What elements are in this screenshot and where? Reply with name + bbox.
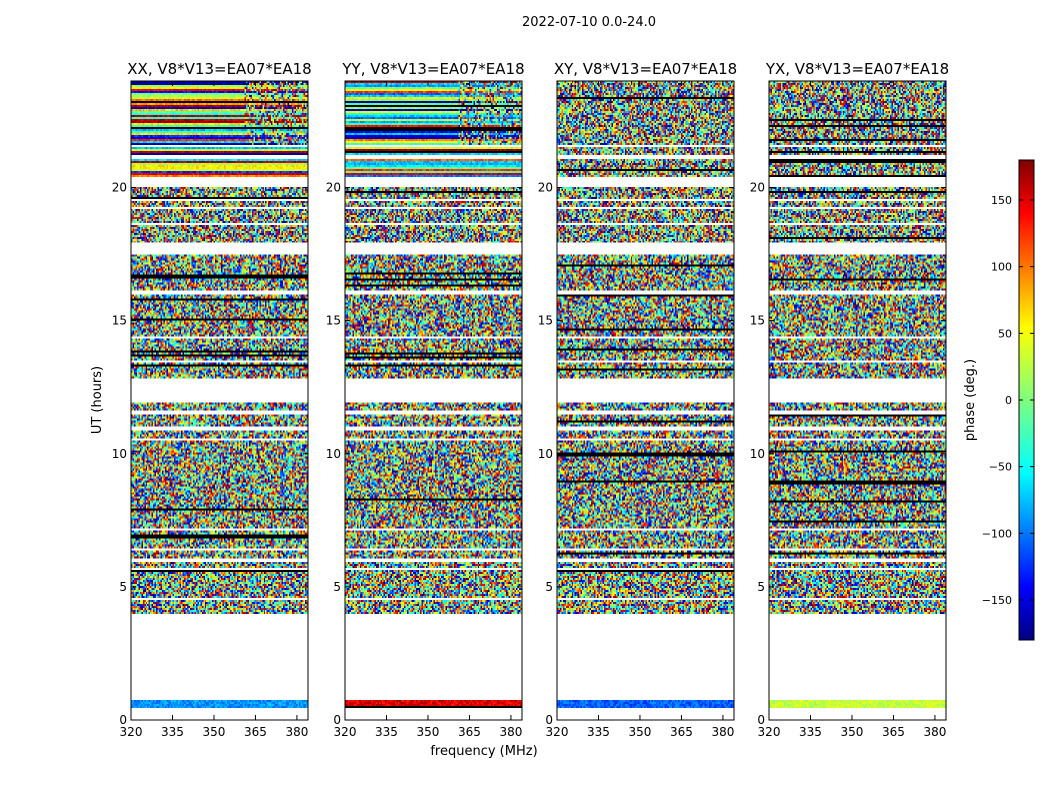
colorbar-tick-label: 150 [991, 194, 1012, 207]
panel-title-0: XX, V8*V13=EA07*EA18 [127, 60, 311, 78]
y-tick-label: 10 [750, 447, 765, 461]
x-tick-label: 335 [161, 725, 184, 739]
heatmap-image-1 [345, 81, 522, 720]
heatmap-image-3 [769, 81, 946, 720]
y-tick-label: 10 [112, 447, 127, 461]
x-tick-label: 380 [499, 725, 522, 739]
y-tick-label: 0 [545, 713, 553, 727]
y-tick-label: 0 [333, 713, 341, 727]
y-tick-label: 5 [119, 580, 127, 594]
y-tick-label: 20 [750, 181, 765, 195]
panel-3: YX, V8*V13=EA07*EA18 320 335 350 365 380 0 5 10 1… [750, 60, 949, 739]
y-tick-label: 15 [326, 314, 341, 328]
y-tick-label: 0 [119, 713, 127, 727]
heatmap-image-0 [131, 81, 308, 720]
x-axis-label: frequency (MHz) [430, 744, 537, 759]
colorbar-tick-label: −150 [982, 594, 1012, 607]
x-tick-label: 380 [923, 725, 946, 739]
x-tick-label: 320 [334, 725, 357, 739]
panel-title-3: YX, V8*V13=EA07*EA18 [765, 60, 949, 78]
panel-title-2: XY, V8*V13=EA07*EA18 [554, 60, 737, 78]
x-tick-label: 335 [587, 725, 610, 739]
panel-frame-2 [556, 80, 735, 721]
y-tick-label: 20 [538, 181, 553, 195]
x-tick-label: 350 [203, 725, 226, 739]
y-tick-label: 5 [333, 580, 341, 594]
y-tick-label: 5 [757, 580, 765, 594]
panel-frame-0 [130, 80, 309, 721]
colorbar-tick-label: −100 [982, 527, 1012, 540]
heatmap-image-2 [557, 81, 734, 720]
x-tick-label: 365 [244, 725, 267, 739]
y-tick-label: 15 [112, 314, 127, 328]
y-tick-label: 20 [112, 181, 127, 195]
panel-1: YY, V8*V13=EA07*EA18 320 335 350 365 380 0 5 10 1… [326, 60, 525, 739]
x-tick-label: 380 [711, 725, 734, 739]
figure-suptitle: 2022-07-10 0.0-24.0 [522, 15, 656, 30]
panel-title-1: YY, V8*V13=EA07*EA18 [341, 60, 524, 78]
y-tick-label: 10 [326, 447, 341, 461]
x-tick-label: 335 [375, 725, 398, 739]
colorbar-tick-label: 100 [991, 261, 1012, 274]
y-tick-label: 20 [326, 181, 341, 195]
y-axis-label: UT (hours) [90, 366, 105, 434]
panel-frame-3 [768, 80, 947, 721]
x-tick-label: 350 [629, 725, 652, 739]
panel-2: XY, V8*V13=EA07*EA18 320 335 350 365 380 0 5 10 1… [538, 60, 737, 739]
x-tick-label: 350 [417, 725, 440, 739]
x-tick-label: 320 [546, 725, 569, 739]
panel-0: XX, V8*V13=EA07*EA18 320 335 350 365 380 0 5 10 1… [112, 60, 312, 739]
x-tick-label: 350 [841, 725, 864, 739]
x-tick-label: 365 [458, 725, 481, 739]
x-tick-label: 365 [670, 725, 693, 739]
y-tick-label: 5 [545, 580, 553, 594]
x-tick-label: 320 [758, 725, 781, 739]
y-tick-label: 0 [757, 713, 765, 727]
y-tick-label: 10 [538, 447, 553, 461]
x-tick-label: 335 [799, 725, 822, 739]
y-tick-label: 15 [538, 314, 553, 328]
x-tick-label: 320 [120, 725, 143, 739]
colorbar-label: phase (deg.) [963, 359, 978, 441]
x-tick-label: 380 [285, 725, 308, 739]
panel-frame-1 [344, 80, 523, 721]
colorbar-tick-label: 50 [998, 327, 1012, 340]
colorbar: 150 100 50 0 −50 −100 −150 phase (deg.) [963, 159, 1035, 641]
y-tick-label: 15 [750, 314, 765, 328]
colorbar-tick-label: 0 [1005, 394, 1012, 407]
x-tick-label: 365 [882, 725, 905, 739]
panels: XX, V8*V13=EA07*EA18 320 335 350 365 380 0 5 10 1… [112, 60, 949, 739]
colorbar-tick-label: −50 [989, 461, 1012, 474]
